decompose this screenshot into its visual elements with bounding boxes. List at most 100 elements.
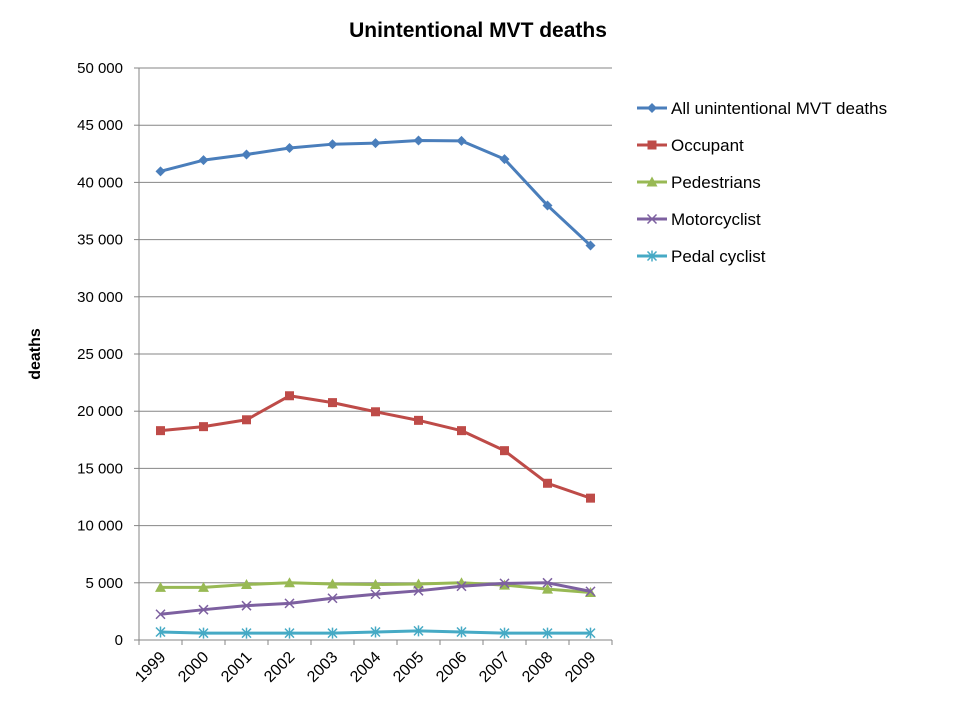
data-point xyxy=(456,581,467,592)
data-point xyxy=(456,626,467,638)
legend-item: Motorcyclist xyxy=(637,210,761,229)
data-point xyxy=(284,143,295,154)
legend-label: Pedal cyclist xyxy=(671,247,766,266)
data-point xyxy=(370,138,381,149)
data-point xyxy=(647,140,657,150)
data-point xyxy=(414,415,423,425)
data-point xyxy=(542,577,553,588)
x-tick-label: 2003 xyxy=(304,649,341,686)
x-tick-label: 2000 xyxy=(175,649,212,686)
data-point xyxy=(542,583,553,594)
data-point xyxy=(413,578,424,589)
x-tick-label: 2001 xyxy=(218,649,255,686)
data-point xyxy=(585,627,596,639)
data-point xyxy=(370,626,381,638)
data-point xyxy=(155,581,166,592)
data-point xyxy=(327,578,338,589)
data-point xyxy=(646,176,658,187)
y-tick-label: 0 xyxy=(115,632,123,649)
chart-title: Unintentional MVT deaths xyxy=(349,19,607,42)
data-point xyxy=(327,627,338,639)
y-axis-label: deaths xyxy=(27,328,44,380)
data-point xyxy=(499,627,510,639)
data-point xyxy=(242,415,251,425)
data-point xyxy=(327,593,338,604)
series-1 xyxy=(156,391,595,503)
data-point xyxy=(198,604,209,615)
y-tick-label: 30 000 xyxy=(77,289,123,306)
data-point xyxy=(542,200,553,211)
series-3 xyxy=(155,577,596,620)
legend-item: Pedestrians xyxy=(637,173,761,192)
data-point xyxy=(542,627,553,639)
data-point xyxy=(198,627,209,639)
data-point xyxy=(284,598,295,609)
x-tick-label: 2002 xyxy=(261,649,298,686)
data-point xyxy=(413,625,424,637)
data-point xyxy=(198,581,209,592)
data-point xyxy=(371,407,380,417)
x-tick-label: 2006 xyxy=(433,649,470,686)
data-point xyxy=(327,139,338,150)
legend-label: Motorcyclist xyxy=(671,210,761,229)
series-0 xyxy=(155,135,596,251)
data-point xyxy=(585,586,596,597)
data-point xyxy=(456,135,467,146)
data-point xyxy=(413,585,424,596)
data-point xyxy=(647,103,657,113)
data-point xyxy=(500,446,509,456)
data-point xyxy=(646,213,658,225)
data-point xyxy=(241,579,252,590)
data-point xyxy=(585,240,596,251)
y-tick-label: 40 000 xyxy=(77,174,123,191)
data-point xyxy=(198,155,209,166)
x-tick-label: 1999 xyxy=(132,649,169,686)
data-point xyxy=(199,422,208,432)
x-tick-labels: 1999 2000 2001 2002 2003 2004 2005 2006 2007 2008… xyxy=(132,649,599,686)
legend-label: Occupant xyxy=(671,136,744,155)
data-point xyxy=(457,426,466,436)
data-point xyxy=(241,149,252,160)
data-point xyxy=(543,478,552,488)
x-tick-label: 2009 xyxy=(562,649,599,686)
x-tick-label: 2007 xyxy=(476,649,513,686)
data-point xyxy=(241,627,252,639)
x-tick-label: 2008 xyxy=(519,649,556,686)
y-tick-label: 10 000 xyxy=(77,518,123,535)
y-tick-label: 50 000 xyxy=(77,60,123,77)
data-point xyxy=(646,250,658,262)
y-tick-label: 15 000 xyxy=(77,460,123,477)
y-tick-label: 20 000 xyxy=(77,403,123,420)
data-point xyxy=(241,600,252,611)
data-point xyxy=(499,154,510,165)
y-tick-label: 35 000 xyxy=(77,232,123,249)
legend-item: Occupant xyxy=(637,136,744,155)
data-point xyxy=(155,166,166,177)
legend-item: All unintentional MVT deaths xyxy=(637,99,887,118)
series-lines xyxy=(155,135,596,639)
data-point xyxy=(413,135,424,146)
data-point xyxy=(370,589,381,600)
y-tick-label: 45 000 xyxy=(77,117,123,134)
y-tick-labels: 0 5 000 10 000 15 000 20 000 25 000 30 000 35 0… xyxy=(77,60,123,649)
y-tick-label: 25 000 xyxy=(77,346,123,363)
data-point xyxy=(328,398,337,408)
series-line xyxy=(160,138,592,247)
data-point xyxy=(284,627,295,639)
legend-item: Pedal cyclist xyxy=(637,247,766,266)
series-4 xyxy=(155,625,596,639)
x-tick-label: 2004 xyxy=(347,649,384,686)
data-point xyxy=(156,426,165,436)
axes xyxy=(134,67,613,645)
legend-label: All unintentional MVT deaths xyxy=(671,99,887,118)
data-point xyxy=(155,626,166,638)
y-tick-label: 5 000 xyxy=(85,575,123,592)
data-point xyxy=(284,577,295,588)
legend: All unintentional MVT deaths Occupant Pede… xyxy=(637,99,887,266)
data-point xyxy=(499,578,510,589)
data-point xyxy=(586,493,595,503)
data-point xyxy=(370,579,381,590)
data-point xyxy=(155,609,166,620)
